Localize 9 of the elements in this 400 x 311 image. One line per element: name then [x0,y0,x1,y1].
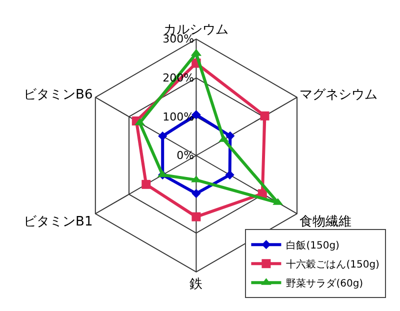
legend-label: 白飯(150g) [286,239,340,252]
spoke-label: 鉄 [190,277,203,292]
legend-label: 十六穀ごはん(150g) [286,258,380,270]
spoke-label: マグネシウム [300,87,378,102]
spoke-label: ビタミンB1 [24,214,93,230]
spoke-label: 食物繊維 [300,214,352,230]
spoke-label: ビタミンB6 [24,87,93,102]
legend-label: 野菜サラダ(60g) [286,277,364,290]
y-tick-label: 0% [176,149,194,162]
